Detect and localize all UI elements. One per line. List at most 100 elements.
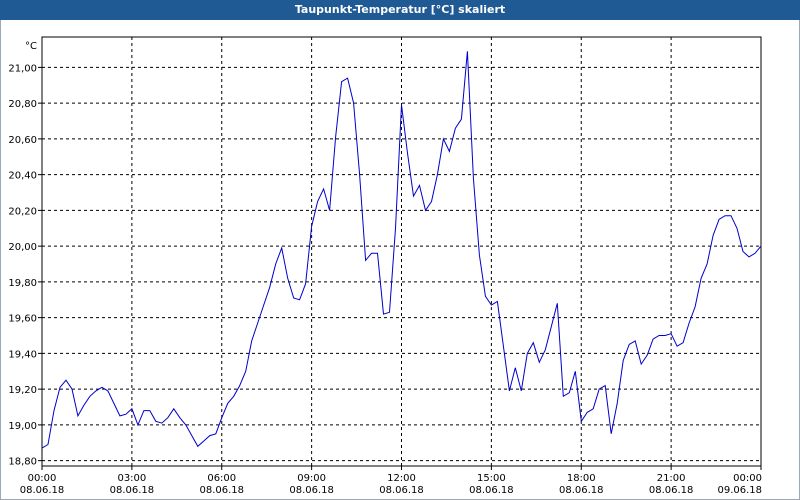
data-point (311, 226, 312, 227)
y-tick-label: 20,80 (8, 99, 37, 110)
data-point (323, 188, 324, 189)
x-tick-time-label: 00:00 (28, 473, 57, 484)
data-point (569, 392, 570, 393)
label-layer: 18,80 19,00 19,20 19,40 19,60 19,80 20,00 20,20… (8, 41, 762, 496)
window-title: Taupunkt-Temperatur [°C] skaliert (294, 3, 506, 16)
data-point (365, 260, 366, 261)
data-point (83, 405, 84, 406)
data-point (581, 421, 582, 422)
x-tick-date-label: 08.06.18 (379, 485, 424, 496)
data-point (605, 385, 606, 386)
x-tick-time-label: 21:00 (657, 473, 686, 484)
data-point (389, 312, 390, 313)
data-point (419, 185, 420, 186)
data-point (407, 153, 408, 154)
data-point (167, 417, 168, 418)
data-point (725, 215, 726, 216)
data-point (383, 314, 384, 315)
data-point (611, 433, 612, 434)
data-point (701, 278, 702, 279)
x-tick-time-label: 12:00 (387, 473, 416, 484)
data-point (593, 408, 594, 409)
data-point (689, 322, 690, 323)
y-tick-label: 18,80 (8, 457, 37, 468)
y-tick-label: 19,20 (8, 385, 37, 396)
data-point (209, 435, 210, 436)
data-point (233, 396, 234, 397)
y-tick-label: 20,40 (8, 171, 37, 182)
data-point (641, 364, 642, 365)
data-point (527, 353, 528, 354)
data-point (485, 296, 486, 297)
data-point (119, 415, 120, 416)
data-point (437, 174, 438, 175)
data-point (665, 335, 666, 336)
data-point (575, 371, 576, 372)
chart-frame: 18,80 19,00 19,20 19,40 19,60 19,80 20,00 20,20… (0, 20, 800, 500)
chart-svg: 18,80 19,00 19,20 19,40 19,60 19,80 20,00 20,20… (8, 36, 762, 496)
data-point (509, 390, 510, 391)
data-point (497, 301, 498, 302)
data-point (137, 424, 138, 425)
data-point (113, 403, 114, 404)
window-title-bar: Taupunkt-Temperatur [°C] skaliert (0, 0, 800, 20)
data-point (341, 81, 342, 82)
data-point (191, 435, 192, 436)
data-point (269, 287, 270, 288)
y-axis-unit-label: °C (25, 41, 37, 52)
x-tick-date-label: 08.06.18 (289, 485, 334, 496)
y-tick-label: 20,60 (8, 135, 37, 146)
x-tick-date-label: 08.06.18 (649, 485, 694, 496)
data-point (329, 210, 330, 211)
data-point (77, 415, 78, 416)
data-point (748, 256, 749, 257)
data-point (299, 299, 300, 300)
data-point (599, 389, 600, 390)
data-point (203, 440, 204, 441)
data-point (742, 251, 743, 252)
data-point (125, 414, 126, 415)
data-point (713, 235, 714, 236)
y-tick-label: 19,40 (8, 349, 37, 360)
data-point (275, 263, 276, 264)
y-tick-label: 19,00 (8, 421, 37, 432)
data-point (359, 174, 360, 175)
data-point (107, 390, 108, 391)
data-point (197, 446, 198, 447)
data-point (533, 342, 534, 343)
data-point (263, 305, 264, 306)
data-point (65, 380, 66, 381)
data-point (760, 246, 761, 247)
data-point (221, 417, 222, 418)
data-point (71, 389, 72, 390)
x-tick-date-label: 08.06.18 (469, 485, 514, 496)
data-point (473, 178, 474, 179)
data-point (251, 340, 252, 341)
y-tick-label: 20,20 (8, 206, 37, 217)
data-point (467, 51, 468, 52)
data-point (563, 396, 564, 397)
x-tick-date-label: 08.06.18 (199, 485, 244, 496)
x-tick-date-label: 08.06.18 (559, 485, 604, 496)
data-point (623, 360, 624, 361)
data-series-line (41, 51, 762, 449)
data-point (754, 253, 755, 254)
data-point (371, 253, 372, 254)
data-point (587, 412, 588, 413)
data-point (287, 278, 288, 279)
data-point (401, 104, 402, 105)
data-point (503, 346, 504, 347)
data-point (95, 390, 96, 391)
x-tick-time-label: 03:00 (117, 473, 146, 484)
data-point (41, 448, 42, 449)
data-point (281, 247, 282, 248)
data-point (635, 340, 636, 341)
axis-layer (38, 36, 762, 470)
data-point (449, 151, 450, 152)
data-point (161, 423, 162, 424)
data-point (671, 333, 672, 334)
y-tick-label: 19,80 (8, 278, 37, 289)
data-point (683, 342, 684, 343)
data-point (257, 322, 258, 323)
